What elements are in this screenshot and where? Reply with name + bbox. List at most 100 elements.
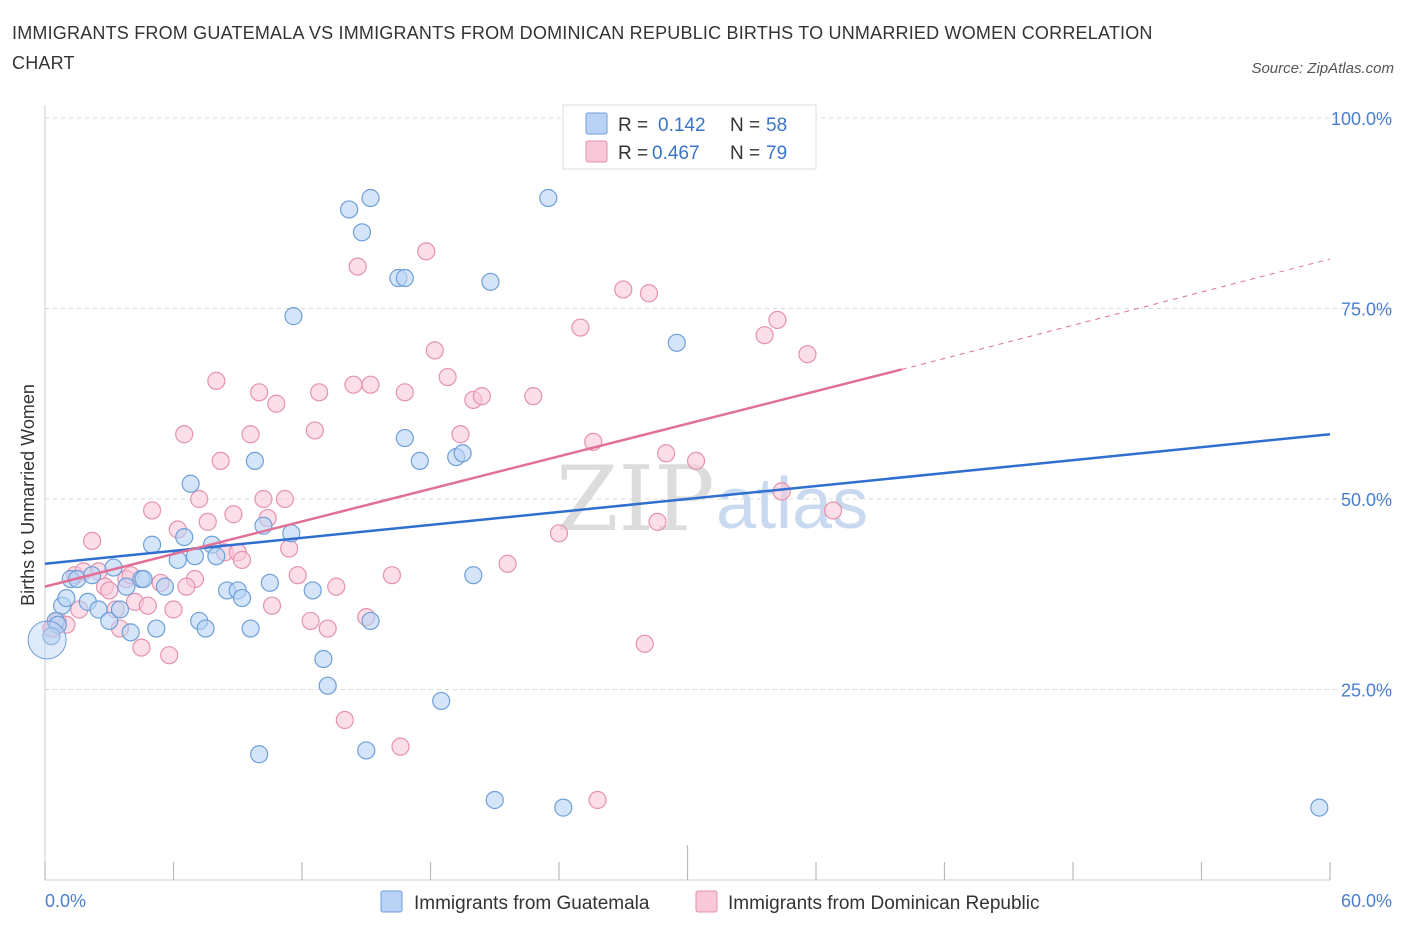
dominican-point xyxy=(198,512,217,531)
y-tick-label: 100.0% xyxy=(1331,109,1392,129)
guatemala-point xyxy=(539,188,558,208)
dominican-point xyxy=(175,425,194,444)
dominican-point xyxy=(224,505,243,524)
bottom-legend-label-dominican: Immigrants from Dominican Republic xyxy=(728,893,1040,914)
guatemala-point xyxy=(395,268,414,288)
guatemala-point xyxy=(207,547,226,566)
dominican-point xyxy=(262,596,282,615)
x-tick-label: 0.0% xyxy=(45,891,86,911)
guatemala-point xyxy=(485,790,504,810)
dominican-point xyxy=(344,375,363,394)
dominican-point xyxy=(288,566,307,585)
dominican-point xyxy=(395,383,414,402)
dominican-point xyxy=(768,310,787,330)
dominican-point xyxy=(391,737,410,756)
dominican-point xyxy=(190,489,209,509)
guatemala-point xyxy=(481,272,500,291)
dominican-point xyxy=(310,383,329,402)
dominican-point xyxy=(656,444,676,463)
dominican-point xyxy=(425,341,444,360)
guatemala-point xyxy=(432,691,451,711)
dominican-point xyxy=(301,611,320,631)
y-axis-label: Births to Unmarried Women xyxy=(18,384,38,606)
guatemala-point xyxy=(245,451,264,470)
dominican-point xyxy=(241,425,260,444)
y-tick-label: 75.0% xyxy=(1341,300,1392,320)
legend-n-label: N = xyxy=(730,143,760,164)
y-tick-label: 50.0% xyxy=(1341,490,1392,510)
guatemala-point xyxy=(464,566,483,585)
dominican-point xyxy=(142,501,162,520)
dominican-point xyxy=(549,524,569,543)
guatemala-point xyxy=(318,676,337,695)
dominican-point xyxy=(755,326,774,345)
dominican-point xyxy=(824,501,843,520)
dominican-point xyxy=(639,284,659,303)
trend-lines xyxy=(44,258,1331,588)
legend-swatch-dominican xyxy=(585,140,608,163)
guatemala-point xyxy=(110,600,130,619)
dominican-point xyxy=(132,638,151,657)
guatemala-point xyxy=(352,223,372,242)
dominican-point xyxy=(417,242,436,261)
guatemala-point xyxy=(410,451,429,470)
dominican-point xyxy=(361,375,380,394)
legend-r-label: R = xyxy=(618,143,648,164)
guatemala-point xyxy=(241,619,260,638)
dominican-point xyxy=(451,425,470,444)
source-label: Source: ZipAtlas.com xyxy=(1251,60,1394,77)
dominican-point xyxy=(588,790,607,810)
guatemala-point xyxy=(42,627,61,646)
guatemala-point xyxy=(395,428,414,448)
guatemala-point xyxy=(196,619,215,638)
dominican-point xyxy=(275,489,294,509)
guatemala-point xyxy=(284,307,303,326)
tick-labels: 25.0% 50.0% 75.0% 100.0% 0.0% 60.0% xyxy=(45,109,1392,911)
bottom-legend-label-guatemala: Immigrants from Guatemala xyxy=(414,893,650,914)
dominican-point xyxy=(348,257,367,276)
guatemala-point xyxy=(175,527,194,547)
dominican-point xyxy=(524,387,543,406)
bottom-legend: Immigrants from Guatemala Immigrants fro… xyxy=(380,890,1040,914)
dominican-point xyxy=(327,577,346,596)
watermark: ZIP atlas xyxy=(556,447,868,552)
axes xyxy=(44,105,1331,881)
dominican-point xyxy=(472,387,491,406)
guatemala-point xyxy=(57,588,76,608)
guatemala-point xyxy=(27,620,67,660)
bottom-legend-swatch-dominican xyxy=(695,890,718,913)
dominican-point xyxy=(772,482,791,501)
guatemala-point xyxy=(1310,798,1329,817)
guatemala-point xyxy=(357,741,376,760)
dominican-point xyxy=(798,345,817,364)
legend-r-value-guatemala: 0.142 xyxy=(658,115,706,136)
dominican-point xyxy=(382,566,402,585)
guatemala-point xyxy=(361,611,380,631)
guatemala-point xyxy=(554,798,573,817)
guatemala-point xyxy=(667,333,686,352)
guatemala-point xyxy=(147,619,166,638)
guatemala-point xyxy=(340,200,359,219)
dominican-point xyxy=(318,619,337,638)
guatemala-point xyxy=(142,535,162,554)
dominican-point xyxy=(635,634,654,653)
trend-line-dominican xyxy=(44,368,902,588)
trend-line-guatemala xyxy=(44,432,1331,566)
dominican-point xyxy=(100,581,119,600)
guatemala-point xyxy=(303,581,322,600)
dominican-point xyxy=(267,394,286,413)
guatemala-point xyxy=(89,600,108,619)
guatemala-point xyxy=(117,577,136,596)
bottom-legend-swatch-guatemala xyxy=(380,890,403,913)
dominican-point xyxy=(648,512,667,531)
legend-swatch-guatemala xyxy=(585,112,608,135)
dominican-point xyxy=(305,421,324,440)
dominican-point xyxy=(160,646,179,665)
dominican-point xyxy=(164,600,183,619)
legend-r-value-dominican: 0.467 xyxy=(652,143,700,164)
dominican-point xyxy=(232,550,252,570)
legend-n-label: N = xyxy=(730,115,760,136)
y-tick-label: 25.0% xyxy=(1341,681,1392,701)
dominican-point xyxy=(280,539,299,558)
